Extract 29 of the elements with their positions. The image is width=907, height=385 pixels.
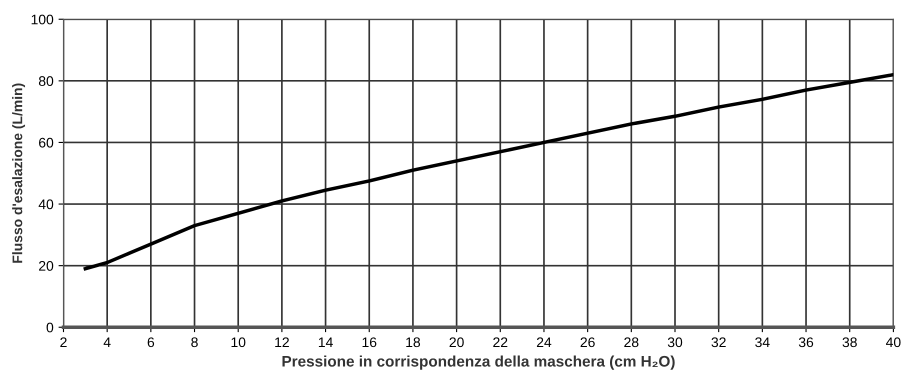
- x-tick-label: 24: [536, 337, 552, 348]
- x-tick-label: 34: [755, 337, 770, 348]
- x-tick-label: 10: [232, 337, 246, 348]
- x-tick-label: 28: [624, 337, 638, 348]
- y-tick-label: 80: [38, 76, 54, 86]
- x-tick-label: 4: [104, 337, 111, 348]
- y-axis-title: Flusso d'esalazione (L/min): [12, 84, 26, 263]
- x-tick-label: 8: [191, 337, 198, 348]
- x-axis-title: Pressione in corrispondenza della maschera (cm H₂O): [282, 355, 675, 370]
- y-tick-label: 0: [46, 322, 54, 332]
- x-tick-label: 32: [711, 337, 726, 348]
- x-tick-label: 36: [798, 337, 814, 348]
- x-tick-label: 38: [842, 337, 857, 348]
- x-tick-label: 14: [318, 337, 333, 348]
- y-tick-label: 40: [38, 199, 54, 210]
- x-tick-label: 12: [275, 337, 289, 348]
- x-tick-label: 16: [362, 337, 376, 348]
- x-tick-label: 18: [406, 337, 420, 348]
- line-series: [84, 72, 894, 270]
- x-tick-label: 40: [886, 337, 901, 348]
- x-tick-label: 6: [148, 337, 154, 348]
- x-tick-label: 22: [493, 337, 508, 348]
- y-tick-label: 60: [39, 138, 54, 148]
- y-tick-label: 100: [32, 14, 54, 24]
- x-tick-label: 20: [450, 337, 464, 348]
- x-tick-label: 26: [580, 337, 595, 348]
- x-tick-label: 30: [668, 337, 682, 348]
- x-tick-label: 2: [60, 337, 67, 348]
- y-tick-label: 20: [39, 260, 54, 271]
